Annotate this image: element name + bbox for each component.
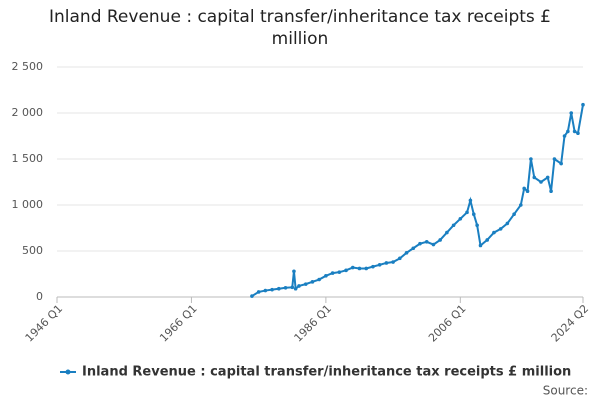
point bbox=[438, 238, 442, 242]
point bbox=[522, 186, 526, 191]
y-tick-label: 2 500 bbox=[12, 60, 44, 73]
point bbox=[270, 287, 274, 292]
legend-label: Inland Revenue : capital transfer/inheri… bbox=[82, 365, 571, 380]
point bbox=[292, 269, 296, 274]
point bbox=[317, 277, 321, 282]
point bbox=[364, 266, 369, 271]
point bbox=[411, 246, 416, 251]
point bbox=[562, 134, 567, 138]
y-tick-label: 500 bbox=[22, 244, 43, 257]
point bbox=[525, 189, 530, 193]
y-tick-label: 2 000 bbox=[12, 106, 44, 119]
point bbox=[505, 221, 510, 226]
point bbox=[519, 203, 523, 207]
point bbox=[478, 243, 483, 248]
point bbox=[549, 189, 553, 193]
point bbox=[324, 274, 328, 278]
point bbox=[290, 285, 295, 290]
x-tick-label: 1966 Q1 bbox=[157, 302, 200, 345]
point bbox=[371, 264, 375, 269]
chart-title: Inland Revenue : capital transfer/inheri… bbox=[48, 7, 551, 49]
point bbox=[344, 268, 348, 273]
point bbox=[529, 157, 533, 161]
point bbox=[581, 102, 585, 107]
point bbox=[552, 157, 557, 161]
point bbox=[330, 271, 335, 275]
point bbox=[398, 256, 402, 261]
point bbox=[569, 111, 574, 115]
point bbox=[424, 240, 429, 244]
point bbox=[384, 261, 389, 265]
point bbox=[283, 286, 288, 290]
point bbox=[458, 217, 463, 221]
point bbox=[498, 227, 503, 231]
point bbox=[310, 280, 315, 284]
point bbox=[431, 242, 436, 247]
point bbox=[475, 223, 479, 228]
y-tick-label: 0 bbox=[36, 290, 43, 303]
x-tick-label: 2006 Q1 bbox=[426, 302, 469, 345]
point bbox=[485, 238, 490, 242]
point bbox=[492, 230, 496, 235]
point bbox=[532, 175, 537, 180]
point bbox=[377, 263, 382, 267]
point bbox=[539, 180, 543, 184]
point bbox=[465, 210, 469, 215]
point bbox=[451, 223, 456, 228]
point bbox=[576, 131, 580, 136]
x-tick-label: 2024 Q2 bbox=[549, 302, 592, 345]
source: Source: bbox=[543, 384, 588, 398]
point bbox=[263, 288, 268, 293]
point bbox=[357, 266, 362, 271]
legend-marker bbox=[65, 369, 71, 375]
point bbox=[545, 175, 550, 180]
point bbox=[445, 230, 449, 235]
x-tick-label: 1986 Q1 bbox=[292, 302, 335, 345]
point bbox=[559, 161, 563, 166]
point bbox=[250, 294, 254, 298]
point bbox=[391, 260, 395, 264]
point bbox=[418, 241, 422, 246]
point bbox=[303, 282, 308, 286]
point bbox=[337, 270, 342, 274]
point bbox=[471, 212, 476, 216]
point bbox=[512, 212, 516, 216]
y-tick-label: 1 500 bbox=[12, 152, 44, 165]
series-line bbox=[251, 104, 584, 297]
point bbox=[256, 290, 261, 294]
point bbox=[350, 265, 355, 270]
point bbox=[566, 129, 570, 134]
point bbox=[572, 129, 577, 134]
point bbox=[404, 251, 409, 255]
point bbox=[293, 286, 298, 291]
point bbox=[297, 284, 301, 288]
x-tick-label: 1946 Q1 bbox=[23, 302, 66, 345]
y-tick-label: 1 000 bbox=[12, 198, 44, 211]
point bbox=[277, 286, 281, 291]
point bbox=[468, 198, 473, 203]
